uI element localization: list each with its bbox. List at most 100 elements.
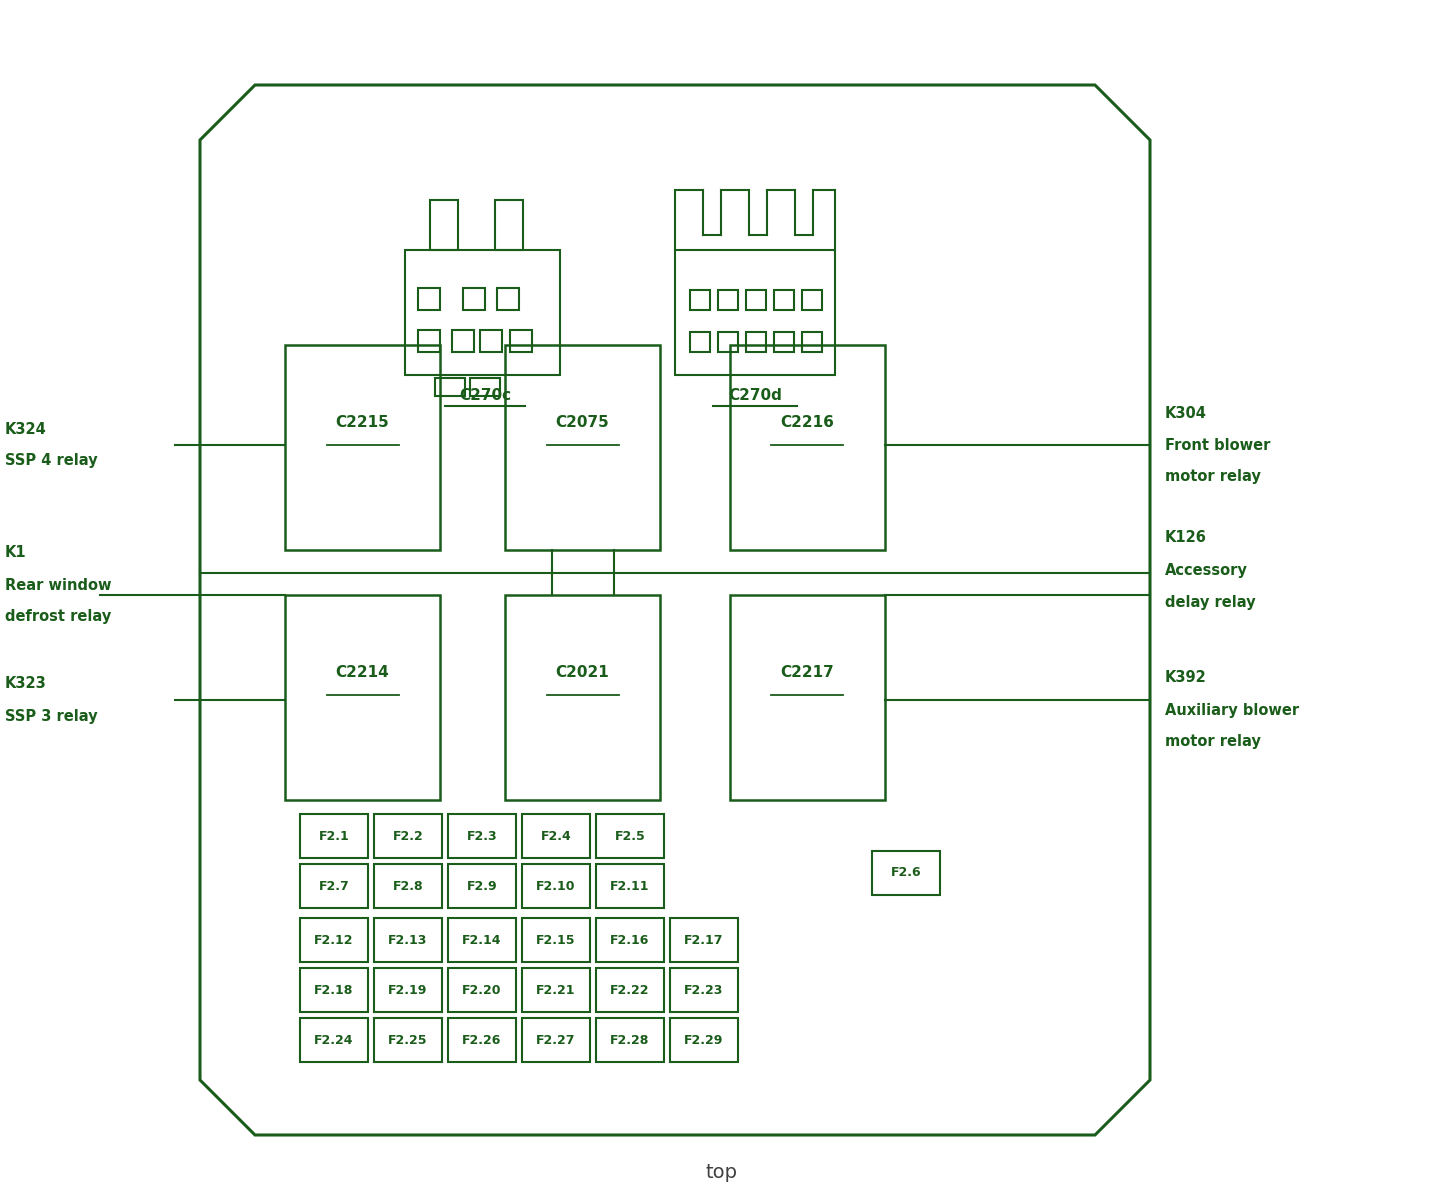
Text: F2.5: F2.5 [614, 829, 646, 842]
Bar [430, 200, 459, 250]
Bar [470, 378, 500, 396]
Bar [671, 968, 738, 1012]
Bar [300, 918, 368, 962]
Text: F2.27: F2.27 [536, 1033, 575, 1046]
Bar [451, 330, 474, 352]
Bar [596, 918, 663, 962]
Text: F2.9: F2.9 [467, 880, 497, 893]
Bar [746, 290, 766, 310]
Text: C2215: C2215 [336, 415, 389, 431]
Text: C270d: C270d [728, 388, 782, 403]
Text: Auxiliary blower: Auxiliary blower [1165, 702, 1299, 718]
Text: F2.24: F2.24 [314, 1033, 353, 1046]
Bar [718, 332, 738, 352]
Text: Rear window: Rear window [4, 577, 111, 593]
Text: F2.4: F2.4 [541, 829, 571, 842]
Text: motor relay: motor relay [1165, 734, 1260, 750]
Text: F2.22: F2.22 [610, 984, 650, 996]
Text: F2.25: F2.25 [388, 1033, 428, 1046]
Bar [671, 918, 738, 962]
Text: C2021: C2021 [555, 665, 610, 680]
Text: Front blower: Front blower [1165, 438, 1270, 452]
Text: C2216: C2216 [780, 415, 835, 431]
Bar [480, 330, 502, 352]
Bar [505, 346, 660, 550]
Bar [373, 814, 443, 858]
Bar [448, 968, 516, 1012]
Bar [730, 346, 885, 550]
Text: C270c: C270c [459, 388, 510, 403]
Text: delay relay: delay relay [1165, 594, 1256, 610]
Bar [505, 595, 660, 800]
Text: Accessory: Accessory [1165, 563, 1247, 577]
Text: K126: K126 [1165, 530, 1207, 546]
Text: SSP 3 relay: SSP 3 relay [4, 708, 98, 724]
Bar [286, 346, 440, 550]
Text: F2.15: F2.15 [536, 934, 575, 947]
Text: F2.20: F2.20 [463, 984, 502, 996]
Bar [691, 332, 709, 352]
Bar [418, 288, 440, 310]
Text: F2.13: F2.13 [388, 934, 428, 947]
Text: K392: K392 [1165, 671, 1207, 685]
Text: F2.21: F2.21 [536, 984, 575, 996]
Text: F2.26: F2.26 [463, 1033, 502, 1046]
Text: F2.11: F2.11 [610, 880, 650, 893]
Text: K1: K1 [4, 546, 26, 560]
Text: K323: K323 [4, 677, 46, 691]
Bar [495, 200, 523, 250]
Text: F2.14: F2.14 [463, 934, 502, 947]
Bar [373, 1018, 443, 1062]
Text: C2075: C2075 [555, 415, 610, 431]
Bar [405, 250, 559, 374]
Bar [522, 918, 590, 962]
Text: motor relay: motor relay [1165, 469, 1260, 485]
Text: F2.12: F2.12 [314, 934, 353, 947]
Bar [463, 288, 485, 310]
Bar [675, 250, 835, 374]
Bar [691, 290, 709, 310]
Bar [300, 864, 368, 908]
Bar [300, 1018, 368, 1062]
Text: F2.6: F2.6 [891, 866, 921, 880]
Bar [510, 330, 532, 352]
Bar [373, 968, 443, 1012]
Bar [448, 864, 516, 908]
Bar [872, 851, 940, 895]
Bar [774, 332, 795, 352]
Bar [448, 1018, 516, 1062]
Bar [596, 968, 663, 1012]
Bar [497, 288, 519, 310]
Bar [300, 814, 368, 858]
Bar [730, 595, 885, 800]
Bar [596, 814, 663, 858]
Bar [435, 378, 464, 396]
Bar [522, 968, 590, 1012]
Text: F2.3: F2.3 [467, 829, 497, 842]
Bar [418, 330, 440, 352]
Text: top: top [705, 1163, 737, 1182]
Bar [448, 918, 516, 962]
Text: K324: K324 [4, 421, 46, 437]
Text: C2217: C2217 [780, 665, 835, 680]
Bar [718, 290, 738, 310]
Bar [300, 968, 368, 1012]
Text: F2.17: F2.17 [685, 934, 724, 947]
Text: F2.23: F2.23 [685, 984, 724, 996]
Text: F2.10: F2.10 [536, 880, 575, 893]
Text: F2.19: F2.19 [388, 984, 428, 996]
Bar [671, 1018, 738, 1062]
Text: F2.16: F2.16 [610, 934, 650, 947]
Bar [448, 814, 516, 858]
Bar [802, 332, 822, 352]
Bar [373, 918, 443, 962]
Text: F2.18: F2.18 [314, 984, 353, 996]
Text: K304: K304 [1165, 406, 1207, 420]
Bar [373, 864, 443, 908]
Bar [596, 864, 663, 908]
Text: C2214: C2214 [336, 665, 389, 680]
Text: F2.1: F2.1 [319, 829, 349, 842]
Bar [596, 1018, 663, 1062]
Text: F2.2: F2.2 [392, 829, 424, 842]
Bar [746, 332, 766, 352]
